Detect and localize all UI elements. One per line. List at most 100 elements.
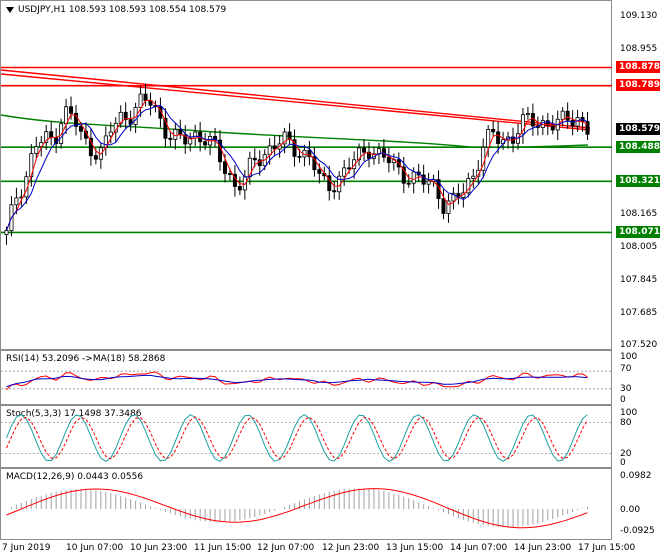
candle bbox=[44, 131, 49, 143]
candle bbox=[565, 110, 570, 121]
candle bbox=[347, 167, 352, 170]
candle bbox=[168, 137, 173, 140]
candle bbox=[327, 175, 332, 192]
stoch-tick: 0 bbox=[620, 458, 626, 468]
rsi-ma-line bbox=[6, 374, 588, 388]
candle bbox=[4, 230, 9, 236]
candle bbox=[312, 156, 317, 171]
stoch-title: Stoch(5,3,3) 17.1498 37.3486 bbox=[6, 409, 142, 419]
x-tick: 13 Jun 15:00 bbox=[386, 543, 444, 553]
candle bbox=[143, 93, 148, 102]
candle bbox=[520, 114, 525, 135]
macd-tick: 0.0982 bbox=[620, 471, 652, 481]
candle bbox=[307, 149, 312, 158]
rsi-axis: 100 70 30 0 bbox=[612, 350, 660, 405]
stoch-tick: 100 bbox=[620, 408, 638, 418]
candle bbox=[193, 131, 198, 139]
candle bbox=[282, 131, 287, 145]
price-tick: 108.165 bbox=[620, 209, 658, 219]
stoch-tick: 20 bbox=[620, 449, 632, 459]
ma-fast-line bbox=[6, 99, 588, 231]
macd-signal-line bbox=[6, 488, 588, 529]
level-tag-108878: 108.878 bbox=[616, 61, 660, 73]
x-tick: 12 Jun 07:00 bbox=[257, 543, 315, 553]
candle bbox=[426, 180, 431, 185]
macd-panel bbox=[0, 468, 612, 540]
candle bbox=[123, 111, 128, 120]
candle bbox=[545, 120, 550, 126]
candle bbox=[88, 137, 93, 157]
macd-tick: -0.0925 bbox=[620, 526, 655, 536]
stoch-tick: 80 bbox=[620, 418, 632, 428]
candle bbox=[530, 113, 535, 127]
candle bbox=[496, 131, 501, 144]
candle bbox=[406, 182, 411, 185]
stoch-k-line bbox=[6, 413, 588, 463]
candle bbox=[550, 124, 555, 131]
price-tick: 107.845 bbox=[620, 275, 658, 285]
candle bbox=[352, 159, 357, 170]
candle bbox=[441, 198, 446, 214]
candle bbox=[287, 131, 292, 141]
candle bbox=[525, 113, 530, 116]
candle bbox=[362, 147, 367, 153]
candle bbox=[421, 174, 426, 185]
x-tick: 17 Jun 15:00 bbox=[578, 543, 636, 553]
rsi-tick: 70 bbox=[620, 364, 632, 374]
ma-slow-line bbox=[6, 104, 588, 231]
price-tick: 108.005 bbox=[620, 242, 658, 252]
candle bbox=[227, 173, 232, 175]
candle bbox=[297, 155, 302, 158]
candle bbox=[560, 110, 565, 120]
x-tick: 10 Jun 23:00 bbox=[130, 543, 188, 553]
candle bbox=[357, 147, 362, 161]
rsi-tick: 100 bbox=[620, 352, 638, 362]
stoch-panel bbox=[0, 405, 612, 468]
price-tick: 109.130 bbox=[620, 11, 658, 21]
x-tick: 14 Jun 23:00 bbox=[514, 543, 572, 553]
rsi-tick: 0 bbox=[620, 395, 626, 405]
rsi-tick: 30 bbox=[620, 384, 632, 394]
candle bbox=[267, 145, 272, 156]
candle bbox=[237, 186, 242, 191]
candle bbox=[14, 197, 19, 206]
candle bbox=[292, 139, 297, 157]
stoch-d-line bbox=[6, 416, 588, 460]
candle bbox=[178, 128, 183, 136]
candle bbox=[342, 167, 347, 177]
candle bbox=[34, 146, 39, 154]
candle bbox=[486, 128, 491, 148]
candle bbox=[476, 169, 481, 177]
x-tick: 12 Jun 23:00 bbox=[322, 543, 380, 553]
level-tag-108488: 108.488 bbox=[616, 141, 660, 153]
level-tag-108789: 108.789 bbox=[616, 79, 660, 91]
candle bbox=[446, 200, 451, 214]
macd-title: MACD(12,26,9) 0.0443 0.0556 bbox=[6, 472, 144, 482]
level-tag-108321: 108.321 bbox=[616, 175, 660, 187]
candle bbox=[272, 145, 277, 150]
candle bbox=[411, 171, 416, 184]
price-title: USDJPY,H1 108.593 108.593 108.554 108.57… bbox=[6, 5, 226, 15]
candle bbox=[69, 106, 74, 114]
candle bbox=[203, 141, 208, 146]
price-axis: 109.130 108.955 108.488 108.165 108.005 … bbox=[612, 0, 660, 350]
candle bbox=[49, 131, 54, 138]
rsi-title: RSI(14) 53.2096 ->MA(18) 58.2868 bbox=[6, 354, 166, 364]
candle bbox=[332, 190, 337, 193]
candle bbox=[386, 156, 391, 164]
candle bbox=[64, 106, 69, 125]
macd-tick: 0.00 bbox=[620, 505, 641, 515]
candle bbox=[367, 151, 372, 159]
dropdown-triangle-icon[interactable] bbox=[6, 6, 14, 13]
candle bbox=[158, 106, 163, 119]
candle bbox=[222, 161, 227, 174]
candle bbox=[471, 175, 476, 179]
candle bbox=[491, 128, 496, 133]
candle bbox=[59, 123, 64, 144]
candle bbox=[466, 178, 471, 194]
candle bbox=[78, 125, 83, 132]
candle bbox=[74, 112, 79, 127]
x-tick: 11 Jun 15:00 bbox=[194, 543, 252, 553]
macd-axis: 0.0982 0.00 -0.0925 bbox=[612, 468, 660, 540]
